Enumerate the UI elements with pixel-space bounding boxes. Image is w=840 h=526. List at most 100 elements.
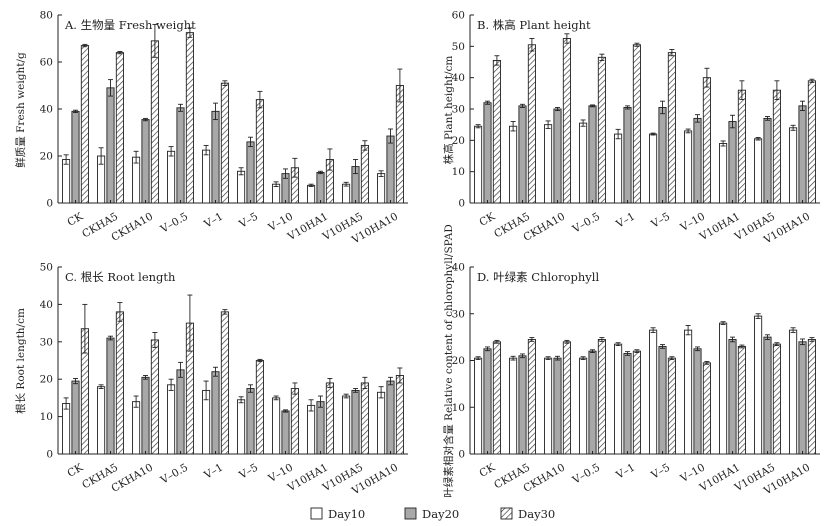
y-tick-label: 40 xyxy=(40,299,53,311)
bar-day10-4 xyxy=(614,133,623,204)
bar-day30-7 xyxy=(325,382,334,455)
y-tick-label: 10 xyxy=(452,166,465,178)
bar-day30-5 xyxy=(255,360,264,455)
bar-day20-3 xyxy=(588,350,597,455)
bar-day30-9 xyxy=(395,85,404,204)
panel-title: C. 根长 Root length xyxy=(65,270,176,284)
y-tick-label: 30 xyxy=(452,308,465,320)
bar-day10-7 xyxy=(307,404,316,455)
panel-title: A. 生物量 Fresh weight xyxy=(64,18,196,32)
bar-day30-3 xyxy=(597,339,606,455)
bar-day30-1 xyxy=(115,52,124,204)
panel-title: B. 株高 Plant height xyxy=(477,18,591,32)
bar-day20-7 xyxy=(728,339,737,455)
bar-day30-8 xyxy=(360,144,369,204)
y-tick-label: 40 xyxy=(452,72,465,84)
bar-day30-9 xyxy=(395,375,404,455)
bar-day30-8 xyxy=(772,89,781,204)
bar-day10-0 xyxy=(62,403,71,455)
bar-day10-9 xyxy=(377,391,386,455)
legend-label: Day20 xyxy=(422,507,459,521)
bar-day10-0 xyxy=(62,159,71,204)
y-axis-title: 株高 Plant height/cm xyxy=(442,56,455,165)
bar-day10-8 xyxy=(342,183,351,204)
bar-day30-0 xyxy=(80,45,89,204)
bar-day30-4 xyxy=(220,311,229,455)
bar-day30-2 xyxy=(562,38,571,204)
bar-day10-7 xyxy=(719,143,728,204)
bar-day20-5 xyxy=(246,388,255,455)
bar-day20-5 xyxy=(246,141,255,204)
y-tick-label: 0 xyxy=(458,449,465,461)
bar-day20-8 xyxy=(763,117,772,204)
bar-day20-2 xyxy=(553,357,562,455)
bar-day20-1 xyxy=(518,355,527,455)
bar-day10-0 xyxy=(474,125,483,204)
legend-swatch-day30 xyxy=(500,507,513,520)
y-tick-label: 60 xyxy=(40,57,53,69)
bar-day10-5 xyxy=(649,329,658,455)
bar-day30-6 xyxy=(702,77,711,204)
bar-day30-7 xyxy=(737,346,746,455)
bar-day20-1 xyxy=(106,87,115,204)
legend-item-day20: Day20 xyxy=(404,507,459,521)
bar-day20-3 xyxy=(176,369,185,455)
x-category-label: V–0.5 xyxy=(570,461,602,487)
bar-day10-6 xyxy=(684,130,693,204)
bar-day20-1 xyxy=(106,337,115,455)
bar-day20-1 xyxy=(518,105,527,204)
bar-day10-6 xyxy=(272,397,281,455)
bar-day20-6 xyxy=(693,348,702,455)
bar-day10-3 xyxy=(167,150,176,204)
bar-day10-2 xyxy=(544,124,553,204)
bar-day10-7 xyxy=(307,184,316,204)
y-tick-label: 20 xyxy=(40,151,53,163)
legend-item-day10: Day10 xyxy=(310,507,365,521)
x-category-label: V–1 xyxy=(613,210,637,231)
y-axis-title: 根长 Root length/cm xyxy=(14,308,27,414)
bar-day30-0 xyxy=(492,59,501,204)
bar-day20-9 xyxy=(798,341,807,455)
bar-day20-4 xyxy=(211,371,220,455)
y-tick-label: 0 xyxy=(458,198,465,210)
bar-day10-4 xyxy=(202,149,211,204)
bar-day30-1 xyxy=(115,311,124,455)
bar-day10-3 xyxy=(167,384,176,455)
x-category-label: V–0.5 xyxy=(158,461,190,487)
x-category-label: V–5 xyxy=(648,210,672,231)
x-category-label: V–5 xyxy=(236,461,260,482)
bar-day10-1 xyxy=(509,357,518,455)
y-tick-label: 20 xyxy=(452,135,465,147)
bar-day20-2 xyxy=(553,108,562,204)
bar-day10-2 xyxy=(132,401,141,455)
y-tick-label: 50 xyxy=(452,41,465,53)
bar-day10-3 xyxy=(579,122,588,204)
bar-day20-7 xyxy=(316,401,325,455)
y-tick-label: 20 xyxy=(40,374,53,386)
bar-day30-2 xyxy=(562,341,571,455)
x-category-label: CK xyxy=(477,461,497,479)
legend-label: Day30 xyxy=(518,507,555,521)
x-category-label: V–1 xyxy=(201,461,225,482)
x-category-label: CK xyxy=(477,210,497,228)
bar-day30-3 xyxy=(185,32,194,204)
bar-day20-4 xyxy=(211,110,220,204)
y-tick-label: 0 xyxy=(46,449,53,461)
bar-day20-2 xyxy=(141,119,150,204)
bar-day20-9 xyxy=(386,135,395,204)
bar-day10-8 xyxy=(342,395,351,455)
bar-day30-4 xyxy=(632,350,641,455)
bar-day30-3 xyxy=(597,56,606,204)
bar-day30-4 xyxy=(632,44,641,204)
x-category-label: V–5 xyxy=(648,461,672,482)
y-tick-label: 30 xyxy=(40,336,53,348)
bar-day30-6 xyxy=(702,362,711,455)
legend-label: Day10 xyxy=(328,507,365,521)
bar-day30-8 xyxy=(772,343,781,455)
bar-day20-4 xyxy=(623,353,632,455)
